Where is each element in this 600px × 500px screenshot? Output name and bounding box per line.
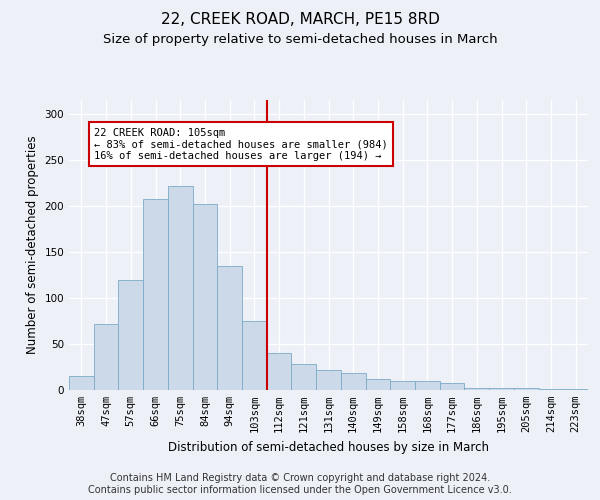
- Bar: [390, 381, 415, 390]
- Text: Size of property relative to semi-detached houses in March: Size of property relative to semi-detach…: [103, 32, 497, 46]
- Text: 22 CREEK ROAD: 105sqm
← 83% of semi-detached houses are smaller (984)
16% of sem: 22 CREEK ROAD: 105sqm ← 83% of semi-deta…: [94, 128, 388, 161]
- Bar: [94, 324, 118, 390]
- Bar: [143, 198, 168, 390]
- Bar: [464, 388, 489, 390]
- Bar: [415, 381, 440, 390]
- Bar: [365, 379, 390, 390]
- Text: 22, CREEK ROAD, MARCH, PE15 8RD: 22, CREEK ROAD, MARCH, PE15 8RD: [161, 12, 439, 28]
- X-axis label: Distribution of semi-detached houses by size in March: Distribution of semi-detached houses by …: [168, 440, 489, 454]
- Y-axis label: Number of semi-detached properties: Number of semi-detached properties: [26, 136, 39, 354]
- Bar: [168, 186, 193, 390]
- Bar: [69, 376, 94, 390]
- Bar: [118, 280, 143, 390]
- Bar: [341, 374, 365, 390]
- Bar: [267, 353, 292, 390]
- Bar: [292, 364, 316, 390]
- Bar: [563, 389, 588, 390]
- Bar: [440, 382, 464, 390]
- Bar: [514, 388, 539, 390]
- Bar: [242, 321, 267, 390]
- Bar: [193, 204, 217, 390]
- Bar: [539, 389, 563, 390]
- Bar: [217, 266, 242, 390]
- Bar: [489, 388, 514, 390]
- Text: Contains HM Land Registry data © Crown copyright and database right 2024.
Contai: Contains HM Land Registry data © Crown c…: [88, 474, 512, 495]
- Bar: [316, 370, 341, 390]
